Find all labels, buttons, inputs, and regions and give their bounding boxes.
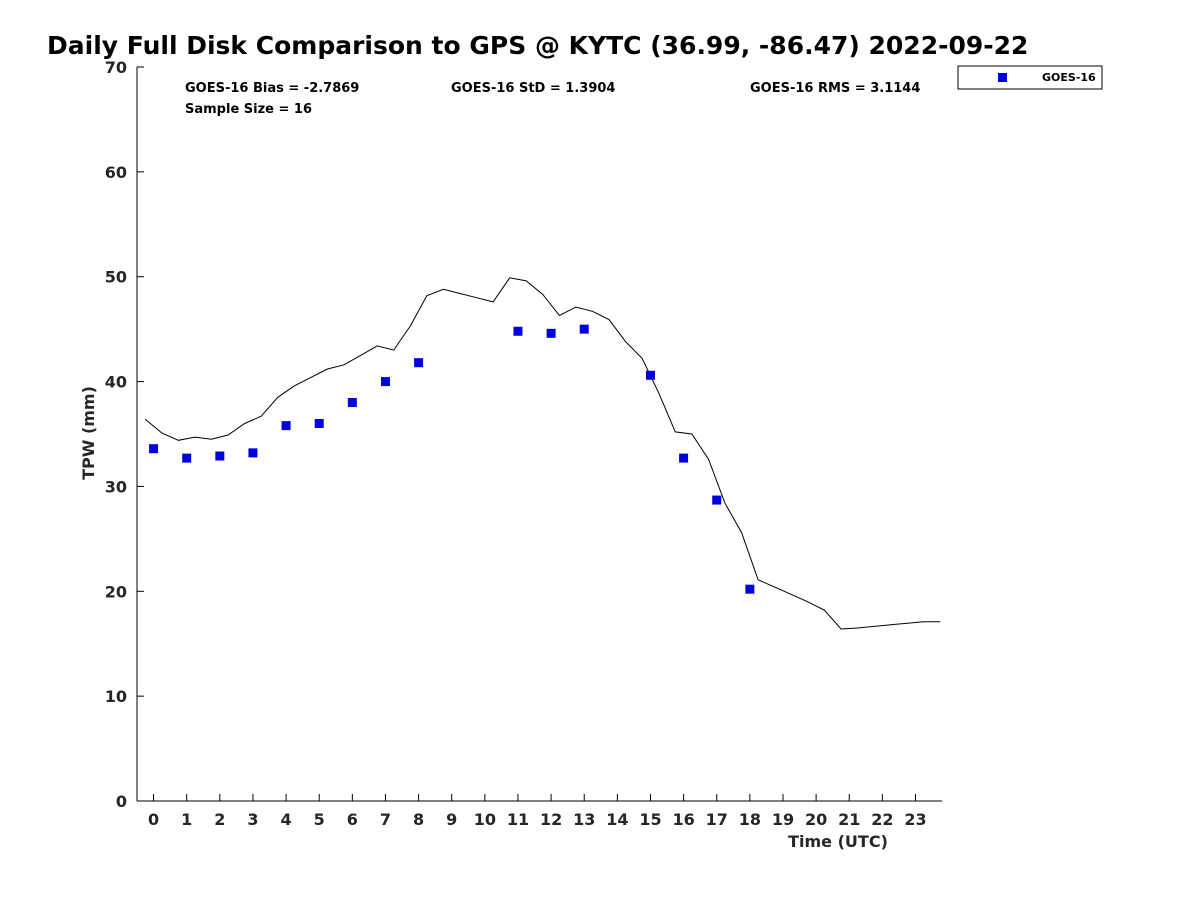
legend-box <box>957 65 1103 90</box>
y-tick-label: 40 <box>105 373 127 392</box>
y-tick-label: 30 <box>105 477 127 496</box>
gps-tpw-line <box>144 277 941 630</box>
x-tick-label: 13 <box>573 810 595 829</box>
x-tick-label: 17 <box>706 810 728 829</box>
legend-label: GOES-16 <box>1042 71 1096 84</box>
goes16-point <box>314 419 324 429</box>
goes16-point <box>215 451 225 461</box>
x-tick-label: 20 <box>805 810 827 829</box>
goes16-point <box>513 326 523 336</box>
x-tick-label: 21 <box>838 810 860 829</box>
y-tick-label: 60 <box>105 163 127 182</box>
goes16-point <box>579 324 589 334</box>
x-tick-label: 11 <box>507 810 529 829</box>
x-tick-label: 8 <box>413 810 424 829</box>
y-axis-label: TPW (mm) <box>79 386 98 480</box>
x-tick-label: 4 <box>281 810 292 829</box>
bias-stat: GOES-16 Bias = -2.7869 <box>185 81 359 96</box>
x-tick-label: 5 <box>314 810 325 829</box>
goes16-point <box>281 421 291 431</box>
goes16-point <box>745 584 755 594</box>
x-tick-label: 2 <box>214 810 225 829</box>
goes16-point <box>712 495 722 505</box>
y-axis-ticks: 0 10 20 30 40 50 60 70 <box>105 58 144 811</box>
goes16-point <box>149 444 159 454</box>
x-axis-label: Time (UTC) <box>788 832 888 851</box>
goes16-scatter-series <box>149 324 755 594</box>
legend-square-marker <box>998 73 1007 82</box>
goes16-point <box>248 448 258 458</box>
x-tick-label: 18 <box>739 810 761 829</box>
x-tick-label: 16 <box>672 810 694 829</box>
goes16-point <box>182 453 192 463</box>
x-tick-label: 7 <box>380 810 391 829</box>
gps-tpw-line-series <box>144 277 941 630</box>
y-tick-label: 70 <box>105 58 127 77</box>
x-axis-ticks: 0 1 2 3 4 5 6 7 8 9 10 11 12 13 14 15 16 17 18 19 20 21 22 23 <box>148 794 927 829</box>
goes16-point <box>347 398 357 408</box>
goes16-point <box>645 370 655 380</box>
y-tick-label: 50 <box>105 268 127 287</box>
x-tick-label: 1 <box>181 810 192 829</box>
x-tick-label: 15 <box>639 810 661 829</box>
x-tick-label: 19 <box>772 810 794 829</box>
x-tick-label: 12 <box>540 810 562 829</box>
rms-stat: GOES-16 RMS = 3.1144 <box>750 81 920 96</box>
x-tick-label: 0 <box>148 810 159 829</box>
chart-title: Daily Full Disk Comparison to GPS @ KYTC… <box>47 31 1028 60</box>
x-tick-label: 3 <box>247 810 258 829</box>
x-tick-label: 9 <box>446 810 457 829</box>
std-stat: GOES-16 StD = 1.3904 <box>451 81 615 96</box>
y-tick-label: 10 <box>105 687 127 706</box>
goes16-point <box>546 328 556 338</box>
goes16-point <box>380 377 390 387</box>
y-tick-label: 0 <box>116 792 127 811</box>
goes16-point <box>414 358 424 368</box>
x-tick-label: 22 <box>871 810 893 829</box>
y-tick-label: 20 <box>105 582 127 601</box>
x-tick-label: 23 <box>904 810 926 829</box>
x-tick-label: 10 <box>474 810 496 829</box>
sample-size-stat: Sample Size = 16 <box>185 102 312 117</box>
goes16-point <box>679 453 689 463</box>
x-tick-label: 14 <box>606 810 628 829</box>
legend: GOES-16 <box>957 65 1103 90</box>
x-tick-label: 6 <box>347 810 358 829</box>
